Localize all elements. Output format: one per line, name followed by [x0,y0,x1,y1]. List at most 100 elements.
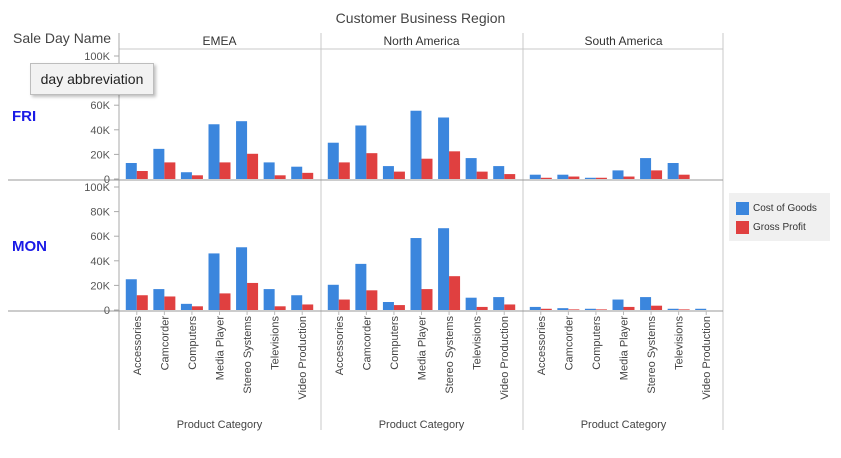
bar-cost-of-goods [236,121,248,179]
bar-gross-profit [651,305,663,310]
row-tooltip: day abbreviation [30,63,154,95]
bar-cost-of-goods [612,299,624,310]
column-header: North America [383,34,459,48]
bar-cost-of-goods [355,125,367,179]
bar-gross-profit [476,171,488,179]
x-tick-label: Camcorder [361,316,373,371]
bar-gross-profit [504,174,516,179]
legend-label-profit: Gross Profit [753,222,806,233]
bar-gross-profit [219,162,231,179]
bar-gross-profit [338,299,350,310]
x-tick-label: Camcorder [159,316,171,371]
x-axis-title: Product Category [379,419,465,431]
bar-cost-of-goods [695,308,707,310]
bar-cost-of-goods [465,158,477,179]
bar-gross-profit [191,306,203,310]
bar-cost-of-goods [327,284,339,310]
x-tick-label: Televisions [472,316,484,370]
bar-cost-of-goods [208,253,220,310]
x-tick-label: Televisions [674,316,686,370]
row-header-label: Sale Day Name [13,30,112,46]
x-tick-label: Video Production [701,316,713,400]
bar-gross-profit [247,153,259,179]
row-label: MON [12,238,47,255]
bar-cost-of-goods [382,302,394,310]
x-tick-label: Media Player [417,316,429,381]
bar-cost-of-goods [410,238,422,310]
bar-cost-of-goods [584,308,596,310]
x-tick-label: Media Player [619,316,631,381]
bar-cost-of-goods [438,117,450,179]
bar-cost-of-goods [557,174,569,179]
legend-item-profit[interactable]: Gross Profit [736,221,806,235]
bar-cost-of-goods [355,263,367,310]
bar-cost-of-goods [640,297,652,310]
bar-gross-profit [678,174,690,179]
column-header: South America [584,34,662,48]
x-tick-label: Accessories [536,316,548,376]
bar-gross-profit [136,171,148,179]
legend-item-cost[interactable]: Cost of Goods [736,202,817,216]
bar-gross-profit [302,304,314,310]
bar-cost-of-goods [291,295,303,310]
bar-cost-of-goods [263,289,275,310]
bar-cost-of-goods [327,142,339,179]
bar-gross-profit [595,309,607,310]
bar-cost-of-goods [640,158,652,179]
column-header: EMEA [202,34,236,48]
bar-cost-of-goods [125,279,137,310]
bar-gross-profit [651,170,663,179]
bar-gross-profit [274,306,286,310]
x-tick-label: Camcorder [563,316,575,371]
x-axis-title: Product Category [581,419,667,431]
x-tick-label: Media Player [215,316,227,381]
bar-gross-profit [568,176,580,179]
row-label: FRI [12,108,36,125]
y-tick-label: 80K [90,207,110,219]
y-tick-label: 0 [104,305,110,317]
bar-gross-profit [623,306,635,310]
bar-gross-profit [678,309,690,310]
y-tick-label: 40K [90,256,110,268]
bar-gross-profit [366,153,378,179]
y-tick-label: 20K [90,149,110,161]
bar-gross-profit [247,282,259,310]
bar-gross-profit [504,304,516,310]
bar-gross-profit [338,162,350,179]
chart-title: Customer Business Region [335,10,506,26]
bar-gross-profit [568,309,580,310]
chart-legend: Cost of Goods Gross Profit [729,193,830,241]
x-tick-label: Computers [591,316,603,370]
x-tick-label: Video Production [297,316,309,400]
bar-cost-of-goods [153,289,165,310]
bar-cost-of-goods [438,228,450,310]
y-tick-label: 60K [90,100,110,112]
bar-gross-profit [191,175,203,179]
legend-swatch-cost [736,202,749,215]
bar-cost-of-goods [465,297,477,310]
x-tick-label: Stereo Systems [242,316,254,394]
bar-cost-of-goods [493,166,505,179]
bar-cost-of-goods [382,166,394,179]
bar-gross-profit [366,290,378,310]
x-axis-title: Product Category [177,419,263,431]
bar-gross-profit [219,293,231,310]
x-tick-label: Accessories [132,316,144,376]
legend-swatch-profit [736,221,749,234]
bar-cost-of-goods [236,247,248,310]
bar-cost-of-goods [529,306,541,310]
bar-cost-of-goods [667,163,679,179]
y-tick-label: 20K [90,280,110,292]
bar-cost-of-goods [557,308,569,310]
bar-cost-of-goods [291,166,303,179]
y-tick-label: 40K [90,125,110,137]
bar-gross-profit [623,176,635,179]
bar-gross-profit [421,158,433,179]
bar-cost-of-goods [208,124,220,179]
legend-label-cost: Cost of Goods [753,203,817,214]
bar-gross-profit [393,171,405,179]
bar-gross-profit [164,162,176,179]
x-tick-label: Computers [389,316,401,370]
bar-gross-profit [540,308,552,310]
bar-cost-of-goods [529,174,541,179]
